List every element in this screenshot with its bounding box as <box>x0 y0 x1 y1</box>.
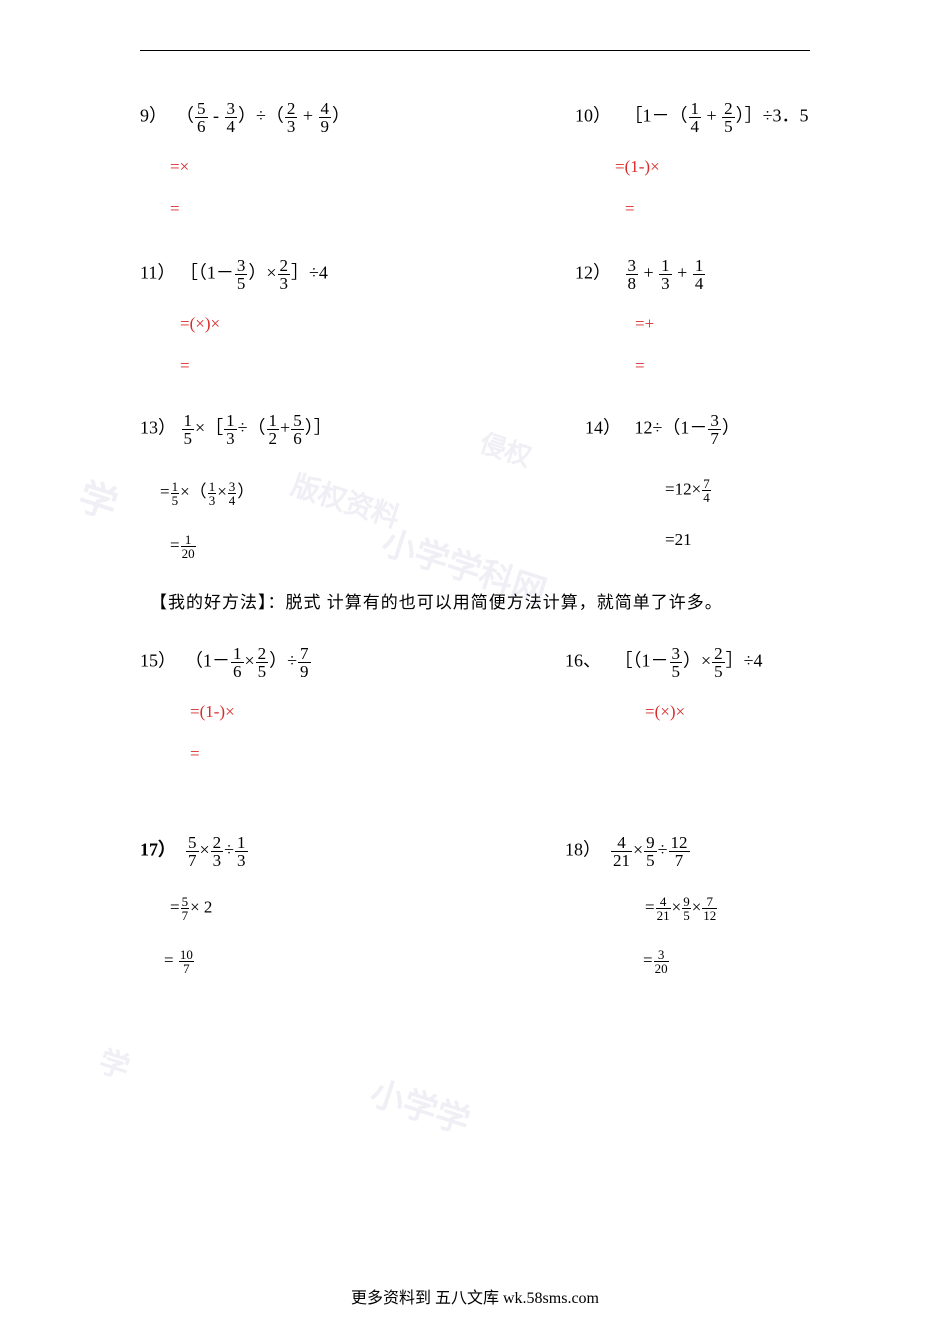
p16-expr: 16、 ［（1－35）×25］÷4 <box>515 645 810 680</box>
watermark-icon: 小学学 <box>365 1065 477 1143</box>
problem-18: 18） 421×95÷127 =421×95×712 =320 <box>475 834 810 975</box>
p10-expr: 10） ［1－（14 + 25）］÷3．5 <box>515 100 810 135</box>
row-13-14: 13） 15×［13÷（12+56）］ =15×（13×34） =120 14）… <box>140 412 810 560</box>
p13-step2: =120 <box>140 533 475 560</box>
p16-step1: =(×)× <box>515 702 810 722</box>
watermark-icon: 学 <box>94 1036 136 1087</box>
p15-num: 15） <box>140 650 176 670</box>
problem-9: 9） （56 - 34）÷（23 + 49） =× = <box>140 100 475 219</box>
row-11-12: 11） ［（1－35）×23］÷4 =(×)× = 12） 38 + 13 + … <box>140 257 810 376</box>
p17-expr: 17） 57×23÷13 <box>140 834 475 869</box>
p17-step2: = 107 <box>140 948 475 975</box>
p14-step1: =12×74 <box>515 477 810 504</box>
row-15-16: 15） （1－16×25）÷79 =(1-)× = 16、 ［（1－35）×25… <box>140 645 810 764</box>
p9-step2: = <box>140 199 475 219</box>
p12-step1: =+ <box>515 314 810 334</box>
p12-step2: = <box>515 356 810 376</box>
p18-step2: =320 <box>515 948 810 975</box>
problem-14: 14） 12÷（1－37） =12×74 =21 <box>475 412 810 560</box>
p18-expr: 18） 421×95÷127 <box>515 834 810 869</box>
p9-step1: =× <box>140 157 475 177</box>
footer-text: 更多资料到 五八文库 wk.58sms.com <box>0 1284 950 1308</box>
p10-step1: =(1-)× <box>515 157 810 177</box>
p17-step1-tail: × 2 <box>190 897 212 916</box>
p10-num: 10） <box>575 106 611 126</box>
p11-num: 11） <box>140 263 175 283</box>
p12-num: 12） <box>575 263 611 283</box>
p13-num: 13） <box>140 418 176 438</box>
problem-10: 10） ［1－（14 + 25）］÷3．5 =(1-)× = <box>475 100 810 219</box>
p17-num: 17） <box>140 839 176 859</box>
p11-expr: 11） ［（1－35）×23］÷4 <box>140 257 475 292</box>
p15-step2: = <box>140 744 475 764</box>
problem-11: 11） ［（1－35）×23］÷4 =(×)× = <box>140 257 475 376</box>
problem-13: 13） 15×［13÷（12+56）］ =15×（13×34） =120 <box>140 412 475 560</box>
p14-expr: 14） 12÷（1－37） <box>515 412 810 447</box>
p9-expr: 9） （56 - 34）÷（23 + 49） <box>140 100 475 135</box>
problem-15: 15） （1－16×25）÷79 =(1-)× = <box>140 645 475 764</box>
p13-step1: =15×（13×34） <box>140 477 475 507</box>
row-9-10: 9） （56 - 34）÷（23 + 49） =× = 10） ［1－（14 +… <box>140 100 810 219</box>
p17-step1: =57× 2 <box>140 895 475 922</box>
problem-17: 17） 57×23÷13 =57× 2 = 107 <box>140 834 475 975</box>
problem-16: 16、 ［（1－35）×25］÷4 =(×)× <box>475 645 810 764</box>
p14-num: 14） <box>585 418 621 438</box>
p16-num: 16、 <box>565 650 601 670</box>
p11-step2: = <box>140 356 475 376</box>
p15-step1: =(1-)× <box>140 702 475 722</box>
p18-step1: =421×95×712 <box>515 895 810 922</box>
p14-step2: =21 <box>515 530 810 550</box>
p18-num: 18） <box>565 839 601 859</box>
p9-num: 9） <box>140 106 167 126</box>
p12-expr: 12） 38 + 13 + 14 <box>515 257 810 292</box>
row-17-18: 17） 57×23÷13 =57× 2 = 107 18） 421×95÷127… <box>140 834 810 975</box>
method-tip: 【我的好方法】：脱式 计算有的也可以用简便方法计算，就简单了许多。 <box>150 588 810 613</box>
page-content: 9） （56 - 34）÷（23 + 49） =× = 10） ［1－（14 +… <box>0 0 950 1015</box>
watermark-icon: 学 <box>72 465 125 529</box>
p11-step1: =(×)× <box>140 314 475 334</box>
problem-12: 12） 38 + 13 + 14 =+ = <box>475 257 810 376</box>
p15-expr: 15） （1－16×25）÷79 <box>140 645 475 680</box>
p10-step2: = <box>515 199 810 219</box>
p13-expr: 13） 15×［13÷（12+56）］ <box>140 412 475 447</box>
